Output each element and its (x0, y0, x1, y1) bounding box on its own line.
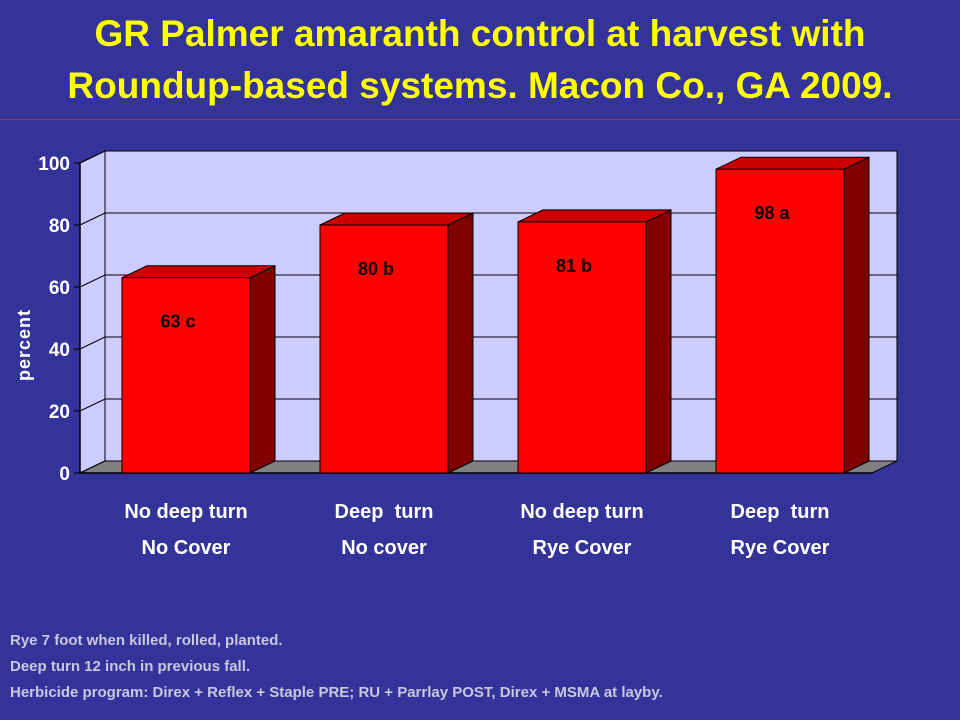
bar-side (843, 156, 870, 474)
bar-top (319, 212, 474, 226)
footnote-3: Herbicide program: Direx + Reflex + Stap… (10, 684, 663, 701)
bar-data-label: 81 b (556, 256, 592, 276)
y-tick-label: 100 (38, 154, 70, 175)
bar-data-label: 80 b (358, 259, 394, 279)
plot-side-wall (79, 150, 106, 474)
bar (121, 277, 251, 474)
bar-top (517, 209, 672, 223)
bar-side (249, 264, 276, 474)
y-axis-label: percent (14, 309, 34, 381)
x-category-line: No deep turn (520, 501, 644, 523)
x-category-label: Deep turn No cover (284, 494, 484, 566)
bar-side (645, 209, 672, 474)
bar-top (715, 156, 870, 170)
x-category-label: No deep turn No Cover (86, 494, 286, 566)
x-category-line: Rye Cover (730, 537, 830, 559)
bar-data-label: 98 a (754, 203, 790, 223)
x-category-line: No Cover (141, 537, 231, 559)
y-tick-label: 20 (49, 402, 70, 423)
x-category-label: Deep turn Rye Cover (680, 494, 880, 566)
bar-side (447, 212, 474, 474)
footnotes: Rye 7 foot when killed, rolled, planted.… (10, 628, 663, 706)
title-divider (0, 119, 960, 120)
slide-title: GR Palmer amaranth control at harvest wi… (0, 8, 960, 112)
bar-top (121, 265, 276, 279)
y-tick-label: 60 (49, 278, 70, 299)
x-category-label: No deep turn Rye Cover (482, 494, 682, 566)
footnote-1: Rye 7 foot when killed, rolled, planted. (10, 632, 283, 649)
bar (517, 221, 647, 474)
bar (715, 168, 845, 474)
bar-data-label: 63 c (160, 312, 195, 332)
x-category-line: No deep turn (124, 501, 248, 523)
y-tick-label: 0 (59, 464, 70, 485)
x-category-line: Deep turn (730, 501, 830, 523)
bar-chart: 0 20 40 60 80 100 percent 63 c 80 b 81 b 98 a (14, 150, 898, 485)
x-category-line: Rye Cover (532, 537, 632, 559)
bar (319, 224, 449, 474)
y-tick-label: 40 (49, 340, 70, 361)
y-tick-label: 80 (49, 216, 70, 237)
title-line-2: Roundup-based systems. Macon Co., GA 200… (67, 65, 893, 106)
title-line-1: GR Palmer amaranth control at harvest wi… (94, 13, 866, 54)
x-category-line: Deep turn (334, 501, 434, 523)
x-category-line: No cover (341, 537, 427, 559)
footnote-2: Deep turn 12 inch in previous fall. (10, 658, 251, 675)
gridline (79, 150, 897, 164)
